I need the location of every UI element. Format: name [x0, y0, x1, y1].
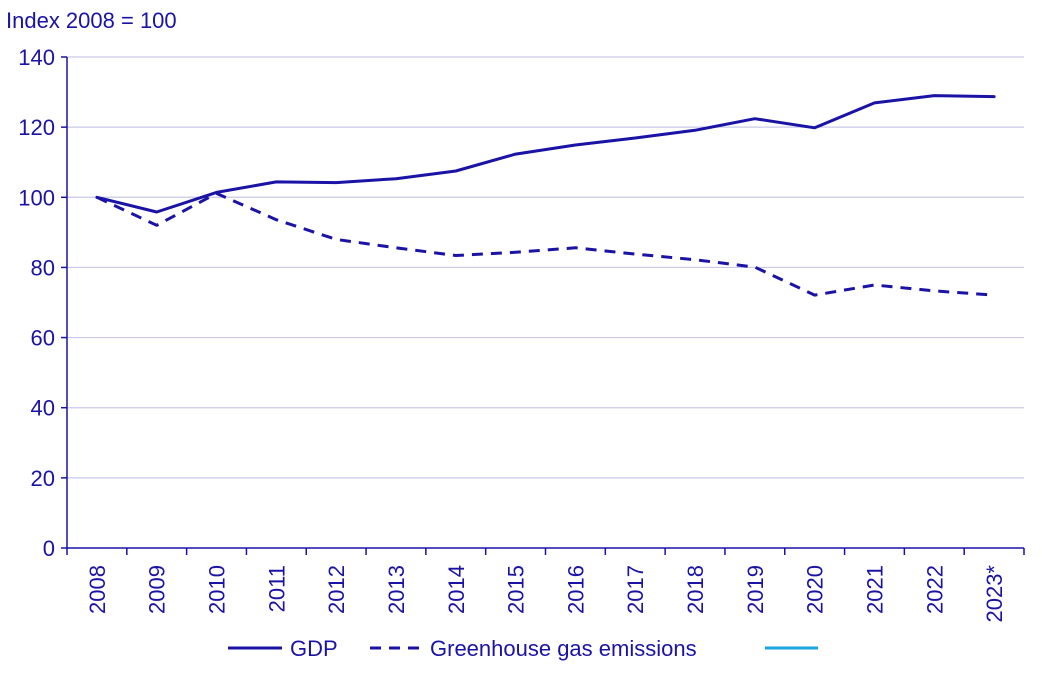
x-tick-label: 2009: [145, 565, 170, 614]
data-point: [871, 282, 877, 288]
data-point: [273, 217, 279, 223]
data-point: [94, 194, 100, 200]
legend-label: Greenhouse gas emissions: [430, 636, 697, 661]
x-tick-label: 2022: [922, 565, 947, 614]
data-point: [333, 180, 339, 186]
data-point: [333, 236, 339, 242]
x-tick-label: 2012: [324, 565, 349, 614]
data-point: [812, 125, 818, 131]
data-point: [752, 264, 758, 270]
x-tick-label: 2010: [205, 565, 230, 614]
x-tick-label: 2011: [264, 565, 289, 612]
x-tick-label: 2014: [444, 565, 469, 614]
data-point: [453, 253, 459, 259]
y-tick-label: 100: [18, 185, 55, 210]
data-point: [393, 245, 399, 251]
x-tick-label: 2023*: [982, 565, 1007, 623]
x-tick-label: 2017: [623, 565, 648, 614]
y-tick-label: 60: [31, 326, 55, 351]
y-tick-label: 80: [31, 255, 55, 280]
y-tick-label: 140: [18, 45, 55, 70]
series-line-gdp: [95, 94, 996, 214]
x-tick-label: 2015: [504, 565, 529, 614]
data-point: [692, 127, 698, 133]
y-tick-label: 40: [31, 396, 55, 421]
series-line-greenhouse-gas-emissions: [96, 191, 995, 297]
data-point: [273, 179, 279, 185]
x-tick-label: 2021: [862, 565, 887, 614]
data-point: [931, 288, 937, 294]
data-point: [991, 94, 997, 100]
data-point: [393, 176, 399, 182]
x-tick-label: 2019: [743, 565, 768, 614]
data-point: [871, 100, 877, 106]
data-point: [931, 93, 937, 99]
x-tick-label: 2020: [803, 565, 828, 614]
legend-label: GDP: [290, 636, 338, 661]
y-tick-label: 0: [43, 536, 55, 561]
data-point: [453, 168, 459, 174]
data-point: [632, 251, 638, 257]
x-tick-label: 2013: [384, 565, 409, 614]
x-tick-label: 2016: [563, 565, 588, 614]
data-point: [513, 151, 519, 157]
data-point: [812, 292, 818, 298]
y-axis-title: Index 2008 = 100: [6, 8, 177, 33]
data-point: [632, 135, 638, 141]
data-point: [513, 249, 519, 255]
data-point: [752, 116, 758, 122]
data-point: [572, 245, 578, 251]
data-point: [154, 222, 160, 228]
y-tick-label: 120: [18, 115, 55, 140]
data-point: [991, 292, 997, 298]
data-point: [214, 190, 220, 196]
data-point: [154, 209, 160, 215]
data-point: [572, 142, 578, 148]
y-tick-label: 20: [31, 466, 55, 491]
x-tick-label: 2018: [683, 565, 708, 614]
x-tick-label: 2008: [85, 565, 110, 614]
data-point: [692, 257, 698, 263]
